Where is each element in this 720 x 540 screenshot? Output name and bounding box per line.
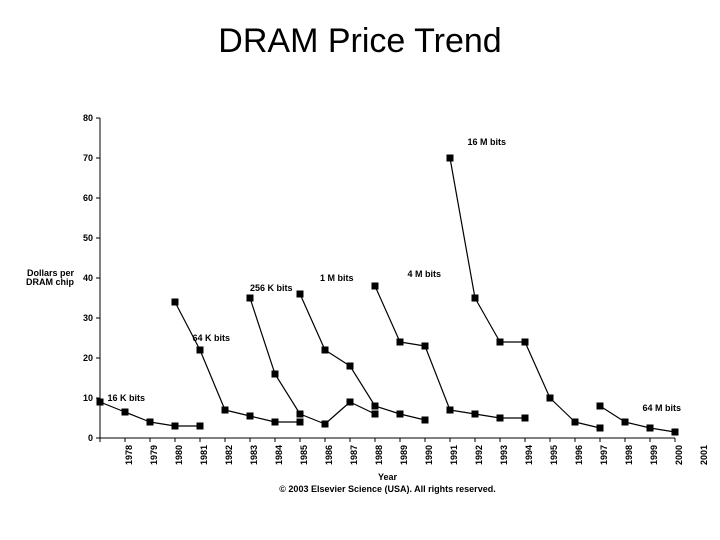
- data-marker: [247, 295, 254, 302]
- data-marker: [472, 295, 479, 302]
- x-tick-label: 1981: [199, 445, 209, 465]
- data-marker: [322, 347, 329, 354]
- data-marker: [272, 419, 279, 426]
- data-marker: [397, 339, 404, 346]
- data-marker: [297, 291, 304, 298]
- data-marker: [272, 371, 279, 378]
- data-marker: [197, 347, 204, 354]
- x-tick-label: 1999: [649, 445, 659, 465]
- data-marker: [97, 399, 104, 406]
- data-marker: [347, 399, 354, 406]
- x-tick-label: 1982: [224, 445, 234, 465]
- series-label: 64 K bits: [193, 333, 231, 343]
- y-tick-label: 70: [83, 153, 93, 163]
- x-tick-label: 1992: [474, 445, 484, 465]
- x-tick-label: 1994: [524, 445, 534, 465]
- x-tick-label: 1997: [599, 445, 609, 465]
- data-marker: [547, 395, 554, 402]
- data-marker: [197, 423, 204, 430]
- data-marker: [522, 339, 529, 346]
- data-marker: [472, 411, 479, 418]
- data-marker: [447, 407, 454, 414]
- x-tick-label: 1987: [349, 445, 359, 465]
- data-marker: [647, 425, 654, 432]
- data-marker: [572, 419, 579, 426]
- data-marker: [247, 413, 254, 420]
- data-marker: [372, 283, 379, 290]
- chart: Dollars perDRAM chip Year © 2003 Elsevie…: [0, 0, 720, 540]
- x-tick-label: 1983: [249, 445, 259, 465]
- x-tick-label: 1988: [374, 445, 384, 465]
- x-tick-label: 1986: [324, 445, 334, 465]
- x-axis-title: Year: [100, 472, 675, 482]
- data-marker: [172, 423, 179, 430]
- series-label: 1 M bits: [320, 273, 354, 283]
- x-tick-label: 1985: [299, 445, 309, 465]
- data-marker: [522, 415, 529, 422]
- x-tick-label: 1980: [174, 445, 184, 465]
- y-axis-label-line: DRAM chip: [26, 278, 74, 287]
- data-marker: [372, 403, 379, 410]
- data-marker: [222, 407, 229, 414]
- data-marker: [422, 343, 429, 350]
- x-tick-label: 1996: [574, 445, 584, 465]
- data-marker: [497, 415, 504, 422]
- data-marker: [372, 411, 379, 418]
- y-tick-label: 20: [83, 353, 93, 363]
- y-tick-label: 10: [83, 393, 93, 403]
- data-marker: [297, 411, 304, 418]
- y-axis-label: Dollars perDRAM chip: [26, 269, 74, 288]
- y-tick-label: 40: [83, 273, 93, 283]
- data-marker: [147, 419, 154, 426]
- data-marker: [672, 429, 679, 436]
- x-tick-label: 1984: [274, 445, 284, 465]
- data-marker: [122, 409, 129, 416]
- series-label: 16 M bits: [468, 137, 507, 147]
- data-marker: [172, 299, 179, 306]
- x-tick-label: 1979: [149, 445, 159, 465]
- data-marker: [597, 403, 604, 410]
- series-label: 16 K bits: [108, 393, 146, 403]
- y-tick-label: 30: [83, 313, 93, 323]
- data-marker: [422, 417, 429, 424]
- y-tick-label: 0: [88, 433, 93, 443]
- y-tick-label: 60: [83, 193, 93, 203]
- copyright-footer: © 2003 Elsevier Science (USA). All right…: [100, 484, 675, 494]
- series-label: 4 M bits: [408, 269, 442, 279]
- x-tick-label: 1991: [449, 445, 459, 465]
- y-tick-label: 80: [83, 113, 93, 123]
- series-label: 64 M bits: [643, 403, 682, 413]
- plot-area: [100, 118, 675, 438]
- x-tick-label: 1993: [499, 445, 509, 465]
- x-tick-label: 2001: [699, 445, 709, 465]
- x-tick-label: 1989: [399, 445, 409, 465]
- data-marker: [322, 421, 329, 428]
- data-marker: [597, 425, 604, 432]
- data-marker: [622, 419, 629, 426]
- y-tick-label: 50: [83, 233, 93, 243]
- data-marker: [447, 155, 454, 162]
- x-tick-label: 1998: [624, 445, 634, 465]
- data-marker: [297, 419, 304, 426]
- x-tick-label: 1995: [549, 445, 559, 465]
- data-marker: [347, 363, 354, 370]
- x-tick-label: 2000: [674, 445, 684, 465]
- data-marker: [397, 411, 404, 418]
- x-tick-label: 1978: [124, 445, 134, 465]
- series-label: 256 K bits: [250, 283, 293, 293]
- data-marker: [497, 339, 504, 346]
- x-tick-label: 1990: [424, 445, 434, 465]
